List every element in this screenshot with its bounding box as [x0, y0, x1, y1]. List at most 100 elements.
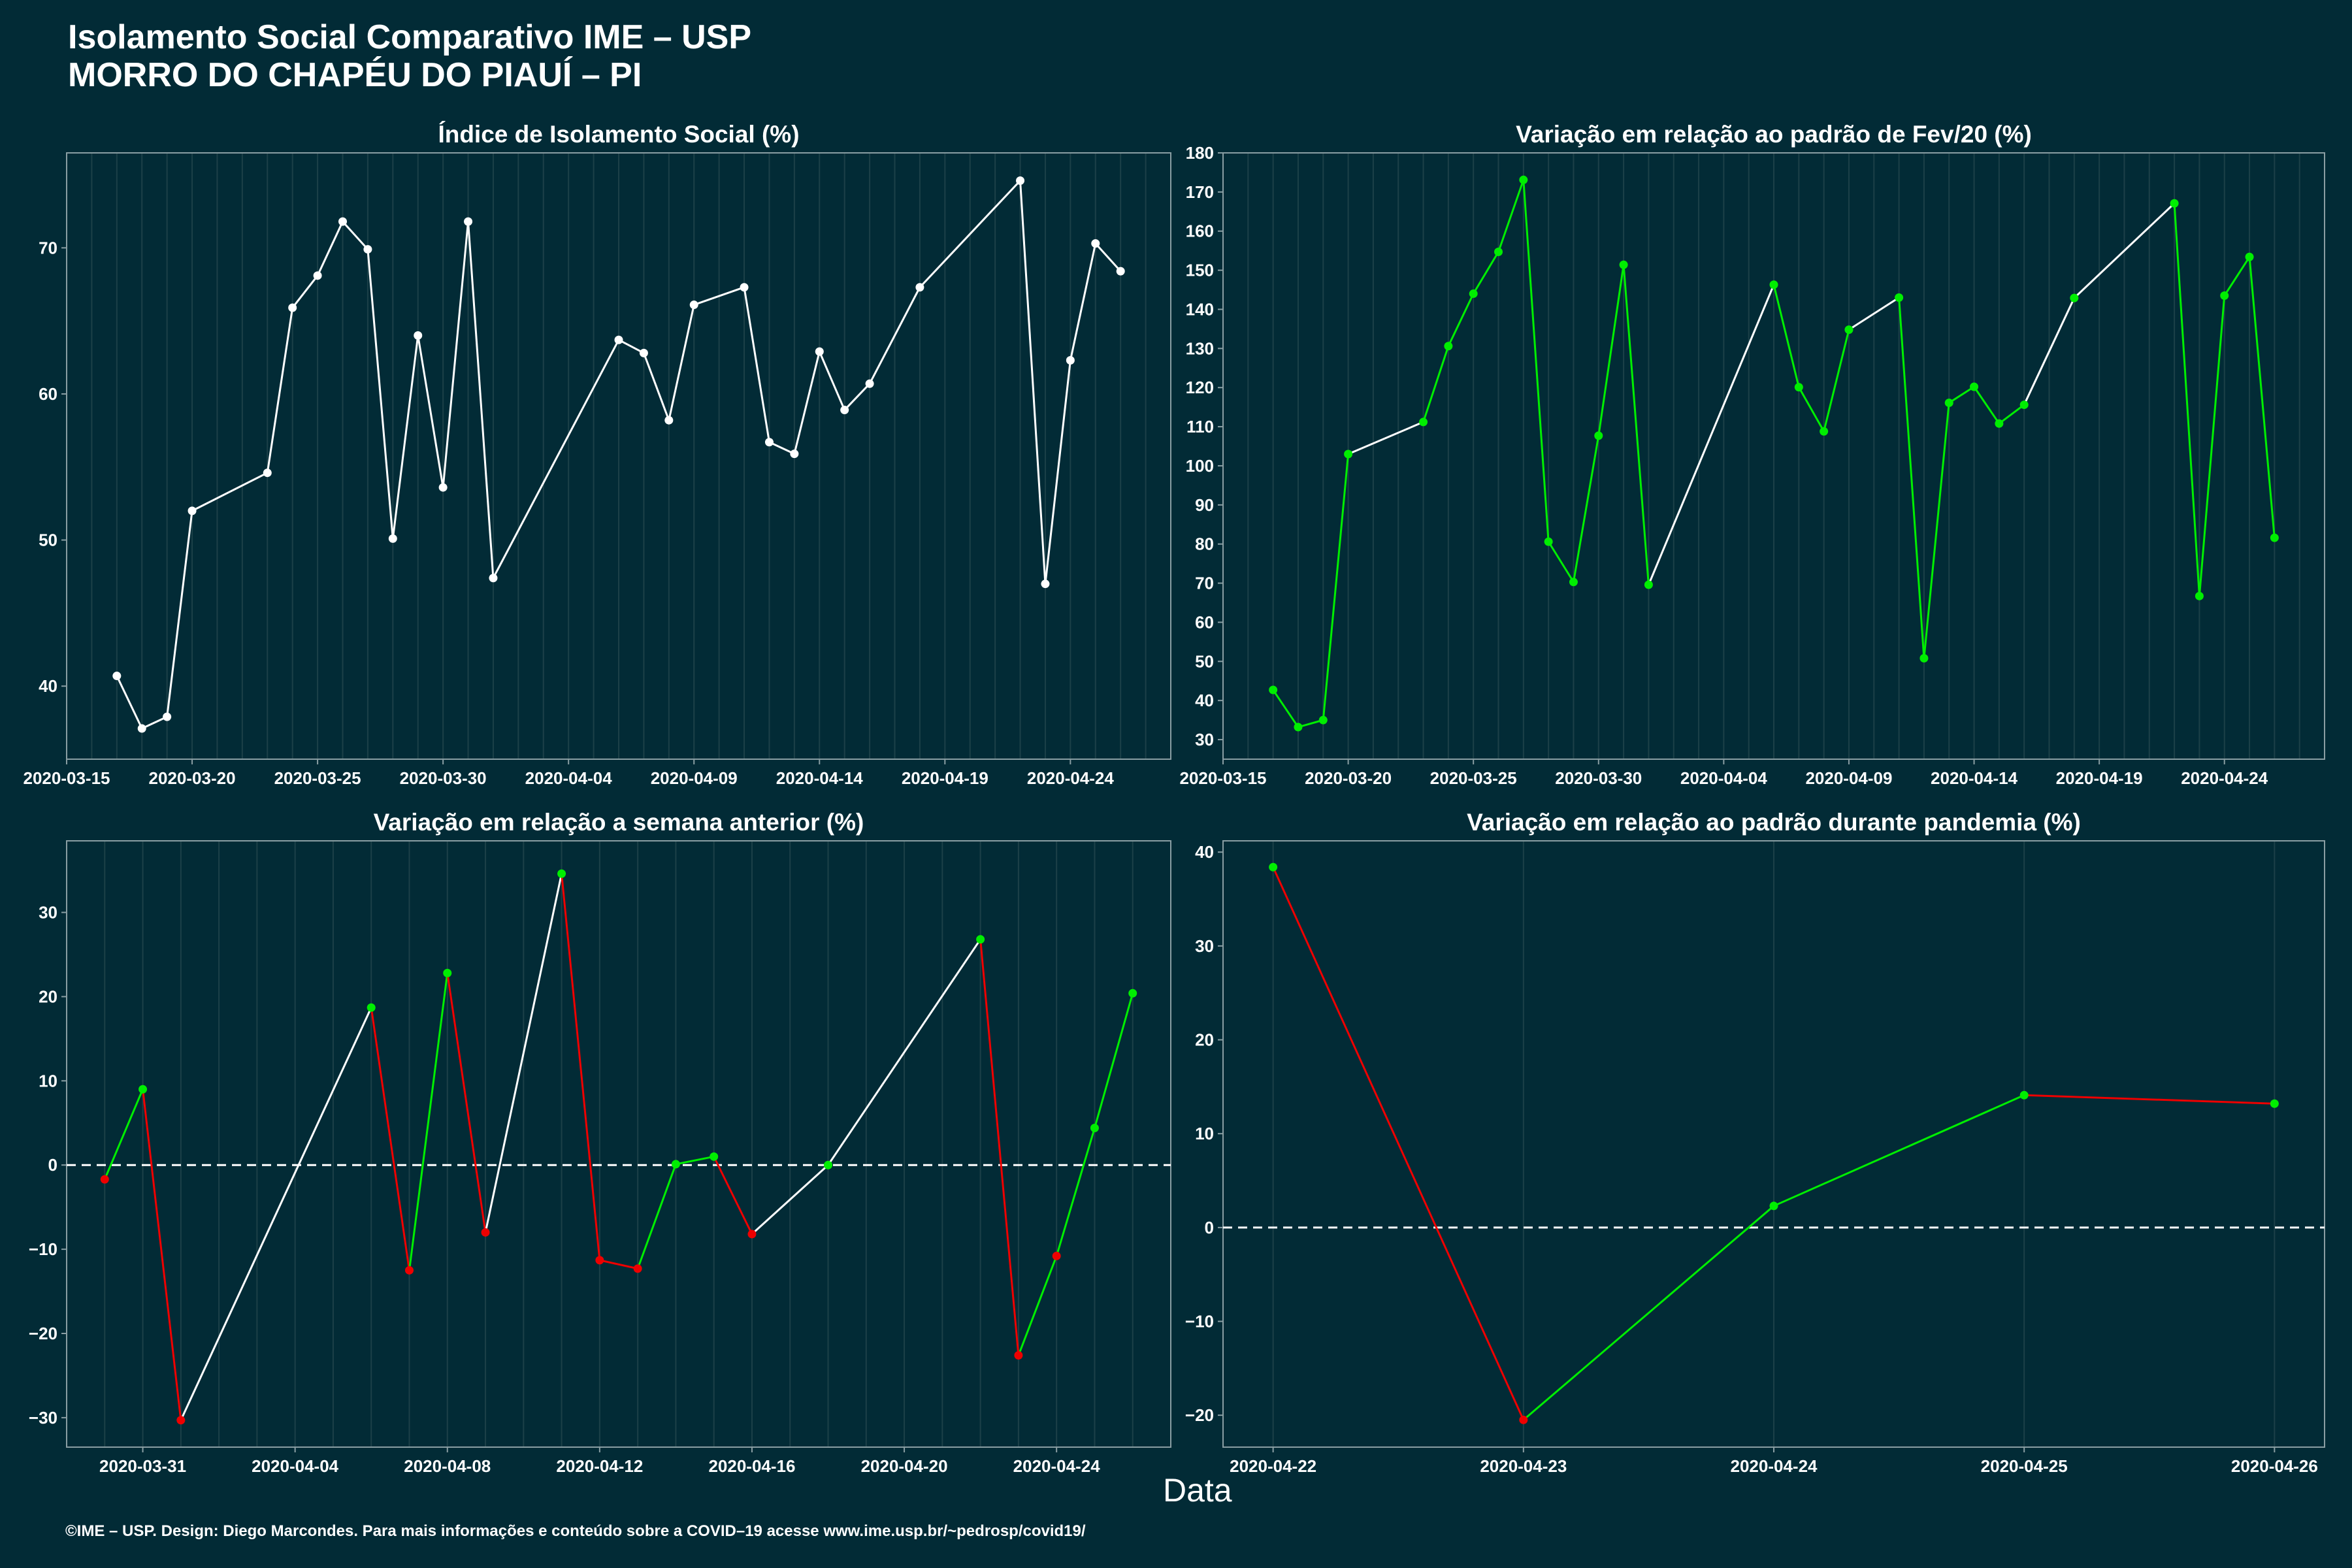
x-tick-label: 2020-04-14: [1931, 768, 2018, 788]
data-point: [633, 1264, 642, 1273]
series-segment: [342, 221, 369, 250]
data-point: [1769, 1201, 1778, 1211]
series-segment: [1447, 293, 1475, 347]
data-point: [595, 1256, 604, 1265]
series-segment: [1773, 1094, 2025, 1207]
x-tick-label: 2020-04-12: [556, 1456, 643, 1476]
x-tick-label: 2020-04-24: [1013, 1456, 1101, 1476]
series-segment: [1547, 541, 1575, 583]
data-point: [464, 217, 473, 226]
data-point: [1090, 1124, 1099, 1133]
chart-title: Índice de Isolamento Social (%): [438, 121, 799, 148]
x-tick-label: 2020-03-15: [24, 768, 110, 788]
data-point: [1594, 431, 1603, 440]
data-point: [747, 1230, 757, 1239]
chart-panel-3: Variação em relação a semana anterior (%…: [29, 809, 1171, 1476]
series-segment: [618, 338, 645, 354]
series-segment: [2023, 297, 2076, 406]
data-point: [1919, 654, 1929, 663]
series-segment: [166, 510, 193, 717]
data-point: [1769, 280, 1778, 289]
y-tick-label: 40: [1195, 842, 1214, 862]
series-segment: [843, 383, 871, 411]
y-tick-label: 40: [1195, 691, 1214, 710]
data-point: [1269, 685, 1278, 694]
series-segment: [636, 1164, 677, 1269]
data-point: [1269, 862, 1278, 872]
data-point: [764, 438, 774, 447]
series-segment: [868, 287, 921, 385]
y-tick-label: 90: [1195, 495, 1214, 515]
data-point: [1052, 1251, 1061, 1260]
series-segment: [391, 335, 419, 539]
series-segment: [2024, 1094, 2275, 1105]
x-tick-label: 2020-03-15: [1180, 768, 1267, 788]
title-line-1: Isolamento Social Comparativo IME – USP: [68, 18, 752, 56]
data-point: [414, 331, 423, 340]
y-tick-label: 10: [1195, 1124, 1214, 1143]
series-segment: [1948, 385, 1975, 404]
data-point: [137, 724, 146, 733]
y-tick-label: −30: [29, 1408, 57, 1428]
series-segment: [1823, 329, 1850, 432]
data-point: [288, 303, 297, 312]
series-segment: [116, 675, 143, 729]
y-tick-label: 20: [39, 987, 57, 1006]
y-tick-label: 130: [1186, 338, 1214, 358]
data-point: [1995, 419, 2004, 428]
y-tick-label: 170: [1186, 182, 1214, 202]
data-point: [443, 968, 452, 977]
series-segment: [751, 1164, 829, 1235]
data-point: [139, 1085, 148, 1094]
y-tick-label: 50: [39, 531, 57, 550]
x-tick-label: 2020-04-19: [902, 768, 988, 788]
x-tick-label: 2020-04-09: [1805, 768, 1892, 788]
series-segment: [643, 352, 670, 421]
data-point: [1619, 260, 1628, 269]
series-segment: [1044, 360, 1071, 584]
x-tick-label: 2020-03-30: [1555, 768, 1642, 788]
y-tick-label: −20: [29, 1324, 57, 1343]
data-point: [824, 1160, 833, 1169]
data-point: [2270, 1099, 2279, 1108]
footer-credits: ©IME – USP. Design: Diego Marcondes. Par…: [65, 1522, 1086, 1540]
data-point: [2019, 1090, 2029, 1100]
plot-border: [66, 840, 1171, 1448]
data-point: [664, 416, 674, 425]
x-tick-label: 2020-03-31: [99, 1456, 186, 1476]
y-tick-label: 80: [1195, 534, 1214, 554]
y-tick-label: 20: [1195, 1030, 1214, 1050]
page-title: Isolamento Social Comparativo IME – USP …: [68, 18, 751, 94]
x-tick-label: 2020-04-20: [861, 1456, 948, 1476]
data-point: [176, 1416, 186, 1425]
series-segment: [676, 1155, 714, 1166]
y-tick-label: 150: [1186, 261, 1214, 280]
data-point: [188, 506, 197, 515]
data-point: [2220, 291, 2229, 301]
series-segment: [1348, 421, 1424, 455]
data-point: [2019, 400, 2029, 410]
x-tick-label: 2020-04-04: [1680, 768, 1768, 788]
series-segment: [1522, 1205, 1774, 1421]
series-segment: [484, 873, 563, 1233]
x-tick-label: 2020-04-16: [708, 1456, 795, 1476]
series-segment: [1497, 179, 1525, 252]
data-point: [2270, 533, 2279, 542]
data-point: [1041, 580, 1050, 589]
series-segment: [2248, 257, 2276, 538]
series-segment: [442, 221, 470, 488]
data-point: [1318, 715, 1328, 725]
series-segment: [1998, 404, 2025, 425]
chart-title: Variação em relação a semana anterior (%…: [374, 809, 864, 836]
series-segment: [266, 307, 294, 473]
data-point: [1014, 1351, 1023, 1360]
data-point: [976, 935, 985, 944]
data-point: [1494, 247, 1503, 256]
y-tick-label: 160: [1186, 221, 1214, 241]
series-segment: [1472, 251, 1499, 295]
data-point: [1644, 580, 1653, 589]
data-point: [1544, 537, 1553, 546]
series-segment: [919, 180, 1021, 288]
series-segment: [2173, 203, 2200, 596]
